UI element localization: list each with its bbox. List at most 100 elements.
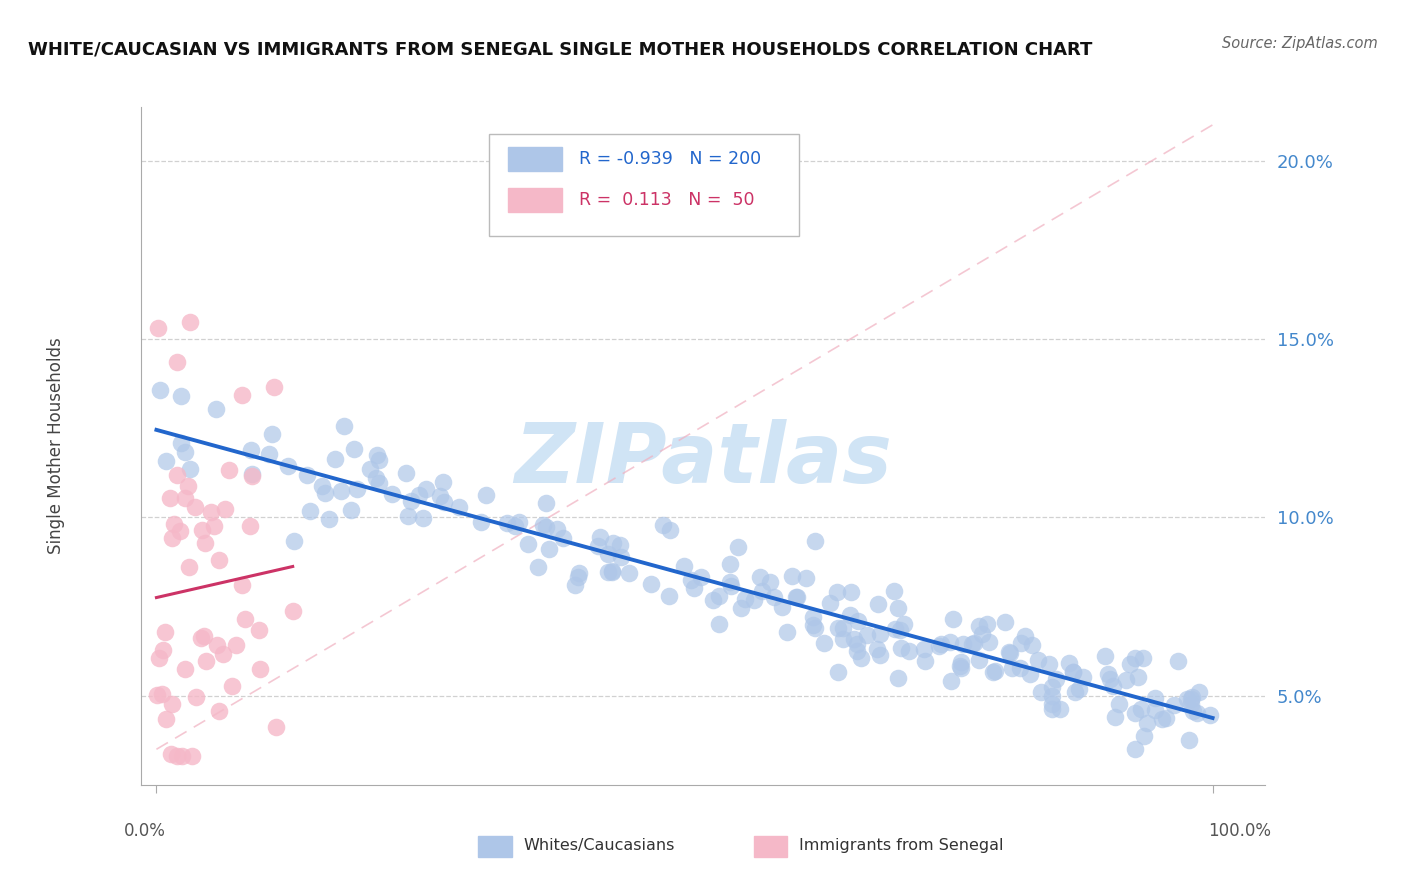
Point (1010, 661, 1032, 675)
Point (1010, 636, 1032, 650)
Point (780, 568, 803, 582)
Point (1188, 685, 1211, 699)
Point (1021, 638, 1043, 652)
Point (299, 504, 322, 518)
Point (470, 515, 492, 529)
Point (998, 646, 1021, 660)
Point (1167, 654, 1189, 668)
Point (963, 636, 986, 650)
Text: WHITE/CAUCASIAN VS IMMIGRANTS FROM SENEGAL SINGLE MOTHER HOUSEHOLDS CORRELATION : WHITE/CAUCASIAN VS IMMIGRANTS FROM SENEG… (28, 40, 1092, 58)
Point (474, 488, 496, 502)
Point (1123, 706, 1146, 720)
Point (181, 749, 204, 764)
Text: ZIPatlas: ZIPatlas (515, 419, 891, 500)
Point (600, 566, 623, 580)
Point (368, 453, 391, 467)
Point (842, 632, 865, 646)
Point (1180, 690, 1202, 705)
Point (1132, 651, 1154, 665)
Point (240, 467, 263, 481)
Point (200, 505, 222, 519)
Point (1152, 712, 1174, 726)
Point (174, 662, 197, 676)
Point (707, 589, 730, 603)
Point (1180, 691, 1202, 706)
Point (231, 578, 253, 592)
Text: 100.0%: 100.0% (1208, 822, 1271, 840)
Point (730, 601, 752, 615)
Point (277, 458, 299, 473)
Point (1094, 649, 1116, 664)
Point (249, 662, 271, 676)
Point (1062, 665, 1084, 679)
Point (1126, 670, 1149, 684)
Point (796, 571, 818, 585)
Point (527, 560, 550, 574)
Point (1163, 698, 1185, 712)
Point (609, 549, 631, 564)
Point (938, 635, 960, 649)
Point (912, 642, 935, 657)
Point (366, 448, 388, 462)
Point (567, 566, 589, 580)
Point (534, 496, 557, 510)
Point (602, 536, 624, 550)
Point (751, 584, 773, 599)
Point (801, 610, 824, 624)
Point (190, 632, 212, 646)
Point (1019, 667, 1042, 681)
Point (827, 665, 849, 679)
Point (825, 585, 848, 599)
Point (202, 518, 225, 533)
Point (503, 519, 526, 533)
Point (803, 617, 825, 632)
Point (1115, 673, 1137, 687)
Point (970, 627, 993, 641)
Point (546, 523, 568, 537)
Point (1108, 698, 1130, 712)
Point (785, 590, 807, 604)
Point (979, 634, 1001, 648)
Text: 0.0%: 0.0% (124, 822, 166, 840)
Point (239, 519, 262, 533)
Point (679, 574, 702, 588)
Point (707, 617, 730, 632)
Point (869, 627, 891, 641)
Point (994, 615, 1017, 629)
Text: R = -0.939   N = 200: R = -0.939 N = 200 (579, 150, 762, 169)
Point (233, 612, 256, 626)
Point (208, 704, 231, 718)
Point (415, 482, 437, 496)
Point (152, 643, 174, 657)
Point (170, 749, 193, 764)
Point (333, 418, 356, 433)
Text: Whites/Caucasians: Whites/Caucasians (523, 838, 675, 854)
Point (889, 623, 911, 637)
Point (658, 589, 681, 603)
Point (960, 637, 983, 651)
Point (359, 462, 381, 476)
Point (340, 503, 363, 517)
Point (1038, 657, 1060, 672)
Point (1129, 702, 1152, 716)
Point (174, 444, 197, 458)
Point (163, 517, 186, 532)
Point (952, 637, 974, 651)
Point (856, 628, 879, 642)
Point (263, 379, 285, 393)
Point (1040, 689, 1063, 703)
Point (184, 690, 207, 705)
Point (869, 648, 891, 663)
Point (804, 534, 827, 549)
Point (150, 687, 173, 701)
Point (702, 592, 724, 607)
Point (763, 591, 786, 605)
Point (166, 749, 188, 764)
Point (160, 697, 183, 711)
Point (1143, 703, 1166, 717)
Point (1045, 672, 1067, 686)
Point (346, 482, 368, 496)
Point (166, 467, 188, 482)
Point (969, 653, 991, 667)
Point (998, 645, 1021, 659)
